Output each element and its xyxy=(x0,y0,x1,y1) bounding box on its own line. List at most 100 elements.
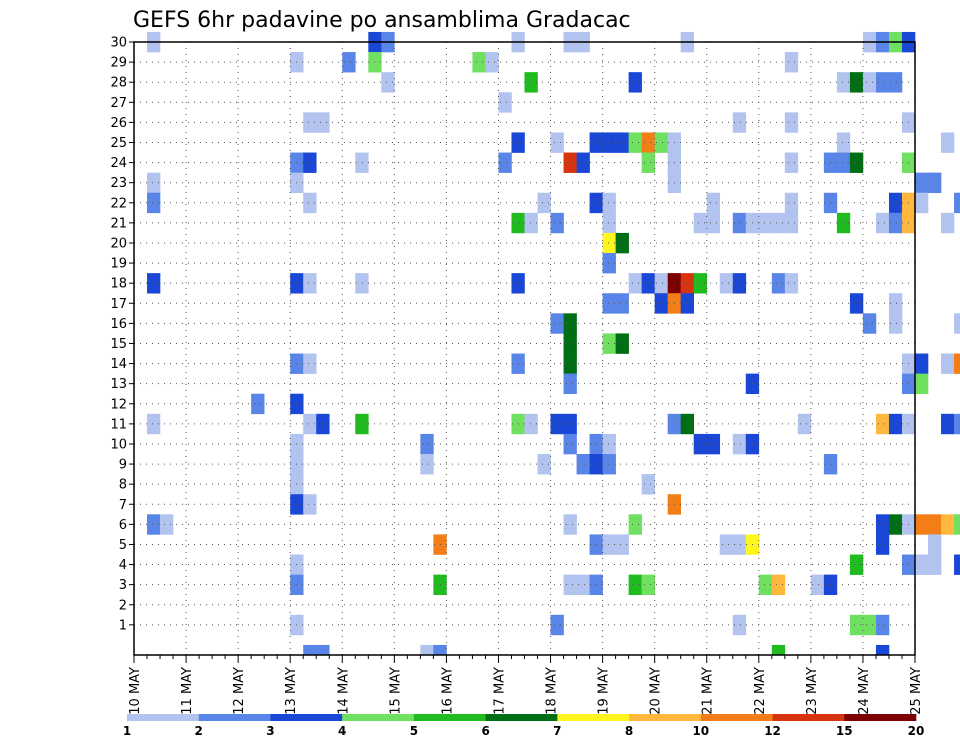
y-tick-label: 25 xyxy=(110,136,127,151)
heatmap-cell xyxy=(849,554,864,575)
y-tick-label: 5 xyxy=(119,538,127,553)
heatmap-cell xyxy=(849,614,864,636)
heatmap-cell xyxy=(602,132,616,153)
heatmap-cell xyxy=(615,232,629,254)
heatmap-cell xyxy=(147,273,161,294)
heatmap-cell xyxy=(784,112,799,133)
x-tick-label: 18 MAY xyxy=(545,667,560,715)
colorbar-swatch xyxy=(844,714,917,721)
heatmap-cell xyxy=(602,212,616,234)
y-tick-label: 2 xyxy=(119,598,127,613)
heatmap-cell xyxy=(355,273,369,294)
heatmap-cell xyxy=(498,92,512,113)
heatmap-cell xyxy=(576,454,590,475)
y-tick-label: 1 xyxy=(119,618,127,633)
heatmap-cell xyxy=(941,413,955,435)
heatmap-cell xyxy=(732,433,747,455)
heatmap-cell xyxy=(602,293,616,314)
heatmap-cell xyxy=(472,52,486,73)
y-tick-label: 4 xyxy=(119,558,127,573)
heatmap-cell xyxy=(563,152,577,173)
heatmap-cell xyxy=(251,393,265,415)
heatmap-cell xyxy=(602,433,616,455)
heatmap-cell xyxy=(303,112,317,133)
heatmap-cell xyxy=(550,313,564,334)
y-tick-label: 29 xyxy=(110,56,127,71)
x-tick-label: 22 MAY xyxy=(753,667,768,715)
heatmap-cell xyxy=(537,454,551,475)
y-tick-label: 30 xyxy=(110,36,127,51)
heatmap-cell xyxy=(550,212,564,234)
heatmap-cell xyxy=(875,644,890,656)
heatmap-cell xyxy=(316,112,330,133)
heatmap-cell xyxy=(524,212,538,234)
colorbar-label: 8 xyxy=(625,724,633,738)
heatmap-cell xyxy=(875,212,890,234)
colorbar-label: 5 xyxy=(410,724,418,738)
heatmap-cell xyxy=(875,413,890,435)
heatmap-cell xyxy=(888,293,903,314)
y-tick-label: 21 xyxy=(110,216,127,231)
heatmap-cell xyxy=(771,212,786,234)
heatmap-cell xyxy=(941,212,955,234)
heatmap-cell xyxy=(732,614,747,636)
heatmap-cell xyxy=(784,52,799,73)
heatmap-cell xyxy=(888,413,903,435)
heatmap-cell xyxy=(888,212,903,234)
x-tick-label: 25 MAY xyxy=(909,667,924,715)
heatmap-cell xyxy=(875,72,890,93)
heatmap-cell xyxy=(641,574,655,596)
heatmap-cell xyxy=(915,554,929,575)
y-tick-label: 22 xyxy=(110,196,127,211)
colorbar-swatch xyxy=(772,714,845,721)
y-tick-label: 13 xyxy=(110,377,127,392)
heatmap-cell xyxy=(706,212,721,234)
heatmap-cell xyxy=(758,212,773,234)
colorbar-swatch xyxy=(557,714,630,721)
heatmap-cell xyxy=(615,534,629,555)
heatmap-cell xyxy=(316,644,330,656)
heatmap-cell xyxy=(954,313,960,334)
heatmap-cell xyxy=(954,514,960,535)
colorbar-label: 1 xyxy=(123,724,131,738)
heatmap-cell xyxy=(941,132,955,153)
heatmap-cell xyxy=(732,212,747,234)
x-tick-label: 24 MAY xyxy=(857,667,872,715)
x-tick-label: 19 MAY xyxy=(597,667,612,715)
heatmap-cell xyxy=(420,433,434,455)
heatmap-cell xyxy=(915,192,929,214)
heatmap-cell xyxy=(693,273,708,294)
heatmap-cell xyxy=(615,333,629,354)
heatmap-cell xyxy=(862,313,877,334)
y-axis: 1234567891011121314151617181920212223242… xyxy=(110,36,134,633)
heatmap-cell xyxy=(836,72,851,93)
x-tick-label: 17 MAY xyxy=(492,667,507,715)
heatmap-cell xyxy=(915,172,929,194)
heatmap-cell xyxy=(732,534,747,555)
heatmap-cell xyxy=(928,514,942,535)
y-tick-label: 7 xyxy=(119,498,127,513)
heatmap-cell xyxy=(941,353,955,374)
heatmap-cell xyxy=(355,152,369,173)
heatmap-cell xyxy=(888,72,903,93)
heatmap-cell xyxy=(732,273,747,294)
heatmap-cell xyxy=(836,152,851,173)
heatmap-cell xyxy=(784,152,799,173)
colorbar-swatch xyxy=(629,714,702,721)
heatmap-cell xyxy=(433,644,447,656)
heatmap-cell xyxy=(537,192,551,214)
heatmap-cell xyxy=(303,192,317,214)
heatmap-cell xyxy=(771,574,786,596)
heatmap-cell xyxy=(719,534,734,555)
heatmap-cell xyxy=(628,574,642,596)
heatmap-cell xyxy=(524,413,538,435)
heatmap-cell xyxy=(316,413,330,435)
x-axis: 10 MAY 11 MAY 12 MAY 13 MAY 14 MAY 15 MAY 16 M… xyxy=(128,655,924,715)
heatmap-cell xyxy=(875,534,890,555)
heatmap-cell xyxy=(602,232,616,254)
heatmap-cell xyxy=(810,574,825,596)
y-tick-label: 10 xyxy=(110,437,127,452)
heatmap-cell xyxy=(355,413,369,435)
heatmap-cell xyxy=(147,514,161,535)
heatmap-cell xyxy=(550,132,564,153)
